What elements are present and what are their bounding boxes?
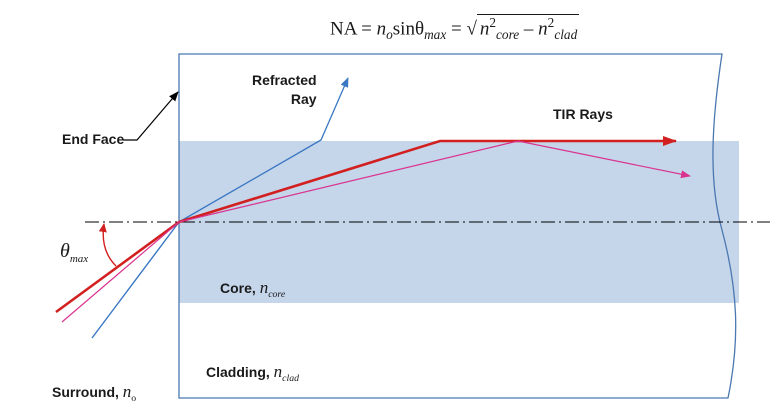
incident-ray-pink — [61, 221, 180, 323]
formula-sub-clad: clad — [554, 27, 578, 43]
formula-n: n — [376, 18, 387, 40]
cladding-n: n — [273, 362, 283, 381]
theta-symbol: θ — [60, 240, 70, 262]
tir-ray-secondary — [178, 140, 691, 223]
surround-sub: o — [131, 392, 137, 404]
formula-sub-core: core — [496, 27, 520, 43]
formula-sup-1: 2 — [489, 15, 497, 30]
core-text: Core, — [220, 280, 260, 296]
incident-ray-red — [55, 220, 180, 314]
tir-rays-label: TIR Rays — [553, 106, 613, 122]
end-face-pointer — [123, 91, 179, 141]
surround-label: Surround, no — [52, 382, 136, 404]
incident-ray-blue — [91, 221, 180, 339]
refracted-ray — [178, 77, 349, 223]
cladding-text: Cladding, — [206, 364, 274, 380]
formula-sin-theta: sinθ — [392, 18, 425, 40]
formula-equals-2: = — [450, 18, 462, 40]
refracted-label-line2: Ray — [290, 91, 317, 107]
formula-sup-2: 2 — [547, 15, 555, 30]
formula-na: NA — [330, 18, 357, 40]
end-face-label: End Face — [62, 131, 125, 147]
core-label: Core, ncore — [220, 278, 285, 300]
theta-sub: max — [69, 253, 89, 265]
refracted-label-line1: Refracted — [252, 72, 317, 88]
fiber-outline — [178, 53, 737, 399]
formula-n-clad: n — [538, 18, 548, 40]
core-sub: core — [268, 288, 286, 300]
theta-max-label: θmax — [60, 240, 88, 265]
formula-theta-sub: max — [424, 27, 447, 43]
numerical-aperture-formula: NA = nosinθmax = √ n2core – n2clad — [330, 14, 580, 43]
surround-n: n — [122, 382, 132, 401]
formula-n-sub: o — [386, 27, 393, 43]
cladding-sub: clad — [282, 372, 300, 384]
surround-text: Surround, — [52, 384, 123, 400]
tir-ray-main — [178, 136, 677, 224]
cladding-label: Cladding, nclad — [206, 362, 299, 384]
core-n: n — [259, 278, 269, 297]
formula-equals-1: = — [361, 18, 372, 40]
formula-minus: – — [523, 18, 534, 40]
refracted-ray-label: Refracted Ray — [252, 71, 317, 109]
formula-sqrt-sign: √ — [466, 18, 477, 40]
formula-radicand: n2core – n2clad — [476, 14, 580, 43]
formula-n-core: n — [479, 18, 490, 40]
theta-max-arc — [98, 223, 117, 267]
